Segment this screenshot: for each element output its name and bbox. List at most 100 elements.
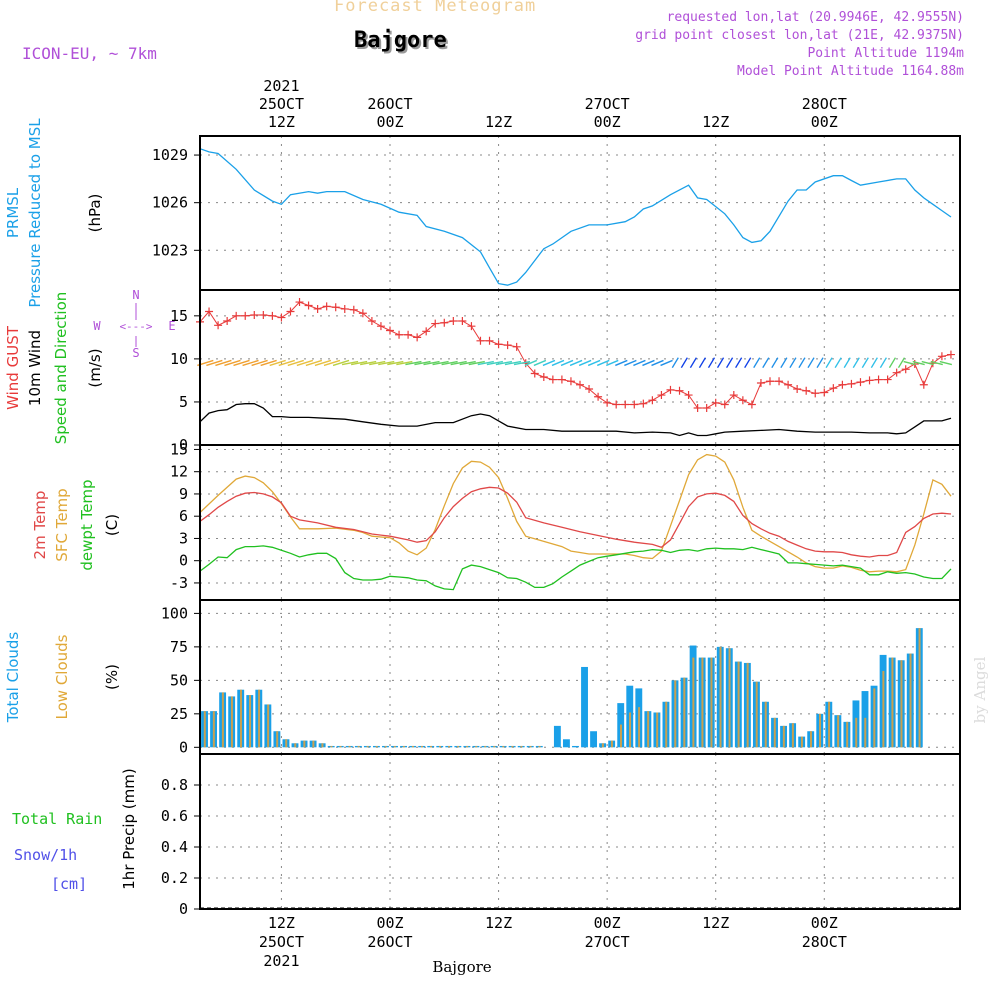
total-cloud-bar (562, 739, 570, 748)
y-tick-label: 1023 (152, 241, 188, 259)
low-cloud-bar (276, 731, 279, 748)
low-cloud-bar (375, 745, 378, 748)
low-cloud-bar (520, 745, 523, 748)
gust-marker (250, 310, 259, 319)
gust-marker (892, 368, 901, 377)
low-cloud-bar (203, 711, 206, 748)
gust-marker (232, 311, 241, 320)
wind-direction-arrow (450, 360, 467, 366)
gust-marker (711, 398, 720, 407)
wind-direction-arrow (771, 357, 779, 369)
low-cloud-bar (764, 701, 767, 748)
gust-marker (223, 317, 232, 325)
low-cloud-bar (538, 745, 541, 748)
gust-marker (883, 375, 892, 384)
low-cloud-bar (502, 745, 505, 748)
low-cloud-bar (601, 743, 604, 748)
wind-direction-arrow (689, 357, 697, 369)
gust-marker (422, 327, 431, 336)
low-cloud-bar (230, 696, 233, 748)
wind-direction-arrow (578, 359, 592, 367)
top-time-tick-label: 27OCT (585, 95, 630, 113)
top-time-tick-label: 00Z (594, 113, 621, 131)
low-cloud-bar (439, 745, 442, 748)
panel-wind: 0 5 10 15 N S W E <---> Wind GUST 10m Wind Speed an… (4, 288, 961, 454)
sfc-temp-series-line (199, 453, 952, 573)
gust-marker (937, 352, 946, 361)
wind-direction-arrow (215, 359, 232, 367)
panel-label-pressure: Pressure Reduced to MSL (26, 118, 44, 308)
wind-direction-arrow (305, 359, 323, 367)
low-cloud-bar (719, 646, 722, 748)
wind-direction-arrow (224, 359, 241, 367)
bottom-time-tick-label: 00Z (594, 914, 621, 932)
low-cloud-bar (429, 745, 432, 748)
low-cloud-bar (610, 740, 613, 748)
temp-2m-series-line (199, 486, 952, 558)
top-time-tick-label: 2021 (263, 77, 299, 95)
wind-direction-arrow (716, 357, 725, 369)
low-cloud-bar (303, 740, 306, 748)
compass-s: S (132, 346, 139, 360)
bottom-time-tick-label: 26OCT (367, 933, 412, 951)
gust-marker (494, 340, 503, 349)
low-cloud-bar (855, 717, 858, 748)
panel-label-pressure: (hPa) (86, 194, 104, 233)
model-altitude: Model Point Altitude 1164.88m (737, 64, 964, 79)
wind-direction-arrow (459, 360, 476, 366)
point-altitude: Point Altitude 1194m (807, 46, 964, 61)
y-tick-label: 0 (179, 738, 188, 756)
gust-marker (449, 317, 458, 325)
total-cloud-bar (581, 666, 588, 748)
low-cloud-bar (638, 707, 641, 748)
gust-marker (358, 309, 367, 318)
wind-direction-arrow (341, 360, 359, 366)
low-cloud-bar (918, 628, 921, 748)
low-cloud-bar (393, 745, 396, 748)
panel-label-precip: 1hr Precip (mm) (120, 768, 138, 889)
bottom-time-tick-label: 28OCT (802, 933, 847, 951)
wind-10m-series-line (199, 403, 952, 437)
wind-direction-arrow (206, 359, 223, 367)
gust-marker (702, 403, 711, 412)
footer-location: Bajgore (432, 958, 491, 976)
bottom-time-tick-label: 25OCT (259, 933, 304, 951)
wind-direction-arrow (660, 359, 673, 367)
low-cloud-bar (466, 745, 469, 748)
wind-direction-arrow (807, 357, 815, 369)
compass-e: E (168, 319, 175, 333)
wind-direction-arrow (278, 359, 295, 367)
gust-marker (612, 400, 621, 409)
y-tick-label: 0.6 (161, 807, 188, 825)
wind-direction-arrow (524, 359, 538, 367)
low-cloud-bar (619, 724, 622, 748)
gust-marker (566, 377, 575, 386)
wind-direction-arrow (495, 360, 513, 366)
top-time-tick-label: 28OCT (802, 95, 847, 113)
gust-marker (548, 375, 557, 384)
y-tick-label: 1029 (152, 146, 188, 164)
panel-label-temp: 2m Temp (31, 491, 49, 560)
wind-direction-arrow (753, 357, 761, 369)
gust-marker (386, 326, 394, 335)
low-cloud-bar (800, 736, 803, 748)
panel-label-pressure: PRMSL (4, 187, 22, 238)
y-tick-label: 75 (170, 638, 188, 656)
low-cloud-bar (782, 725, 785, 748)
y-tick-label: 1026 (152, 194, 188, 212)
wind-direction-arrow (233, 359, 250, 367)
wind-direction-arrow (798, 357, 806, 369)
bottom-time-tick-label: 00Z (811, 914, 838, 932)
low-cloud-bar (249, 695, 252, 748)
gust-marker (946, 350, 955, 359)
wind-direction-arrow (707, 357, 716, 369)
gust-marker (802, 386, 811, 395)
wind-direction-arrow (930, 360, 943, 366)
y-tick-label: 10 (170, 350, 188, 368)
wind-direction-arrow (504, 360, 522, 366)
low-cloud-bar (864, 717, 867, 748)
wind-direction-arrow (921, 360, 934, 366)
low-cloud-bar (891, 657, 894, 748)
low-cloud-bar (701, 657, 704, 748)
bottom-time-tick-label: 12Z (485, 914, 512, 932)
